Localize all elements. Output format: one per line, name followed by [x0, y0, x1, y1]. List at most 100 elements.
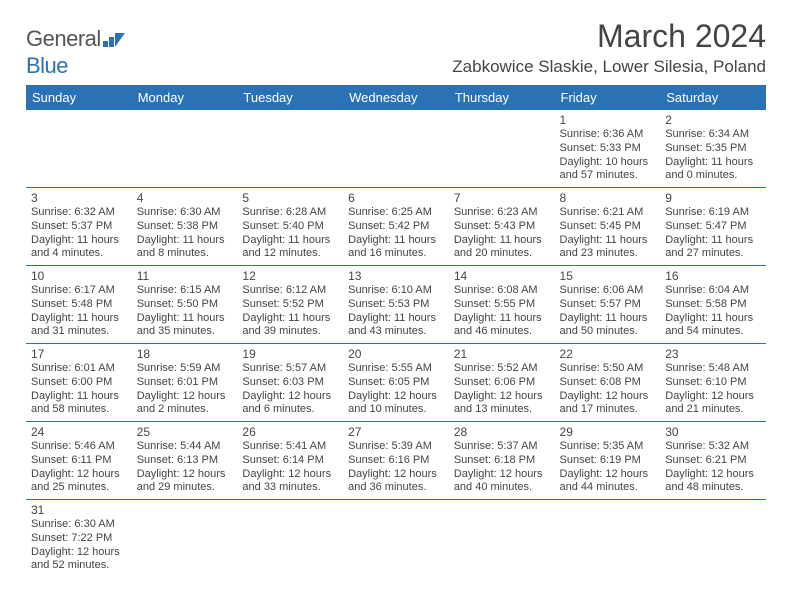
cell-sunset: Sunset: 6:00 PM	[31, 376, 127, 390]
cell-sunrise: Sunrise: 6:21 AM	[560, 206, 656, 220]
day-number: 10	[31, 269, 127, 283]
day-cell: 13Sunrise: 6:10 AMSunset: 5:53 PMDayligh…	[343, 266, 449, 344]
day-number: 26	[242, 425, 338, 439]
cell-day2: and 2 minutes.	[137, 403, 233, 417]
header: GeneralBlue March 2024 Zabkowice Slaskie…	[26, 18, 766, 79]
cell-sunset: Sunset: 6:21 PM	[665, 454, 761, 468]
cell-day1: Daylight: 11 hours	[665, 234, 761, 248]
cell-day2: and 48 minutes.	[665, 481, 761, 495]
logo: GeneralBlue	[26, 26, 126, 79]
cell-day2: and 31 minutes.	[31, 325, 127, 339]
day-cell: 8Sunrise: 6:21 AMSunset: 5:45 PMDaylight…	[555, 188, 661, 266]
day-cell: 20Sunrise: 5:55 AMSunset: 6:05 PMDayligh…	[343, 344, 449, 422]
cell-sunset: Sunset: 6:13 PM	[137, 454, 233, 468]
col-sunday: Sunday	[26, 85, 132, 110]
day-cell: 3Sunrise: 6:32 AMSunset: 5:37 PMDaylight…	[26, 188, 132, 266]
cell-sunset: Sunset: 5:53 PM	[348, 298, 444, 312]
cell-day1: Daylight: 11 hours	[31, 390, 127, 404]
cell-day2: and 43 minutes.	[348, 325, 444, 339]
cell-day2: and 23 minutes.	[560, 247, 656, 261]
day-number: 5	[242, 191, 338, 205]
week-row: 31Sunrise: 6:30 AMSunset: 7:22 PMDayligh…	[26, 500, 766, 578]
day-cell: 30Sunrise: 5:32 AMSunset: 6:21 PMDayligh…	[660, 422, 766, 500]
cell-sunrise: Sunrise: 6:23 AM	[454, 206, 550, 220]
day-number: 16	[665, 269, 761, 283]
day-cell: 12Sunrise: 6:12 AMSunset: 5:52 PMDayligh…	[237, 266, 343, 344]
day-cell: 22Sunrise: 5:50 AMSunset: 6:08 PMDayligh…	[555, 344, 661, 422]
cell-day2: and 21 minutes.	[665, 403, 761, 417]
col-friday: Friday	[555, 85, 661, 110]
cell-day1: Daylight: 12 hours	[348, 390, 444, 404]
cell-day2: and 57 minutes.	[560, 169, 656, 183]
day-cell	[660, 500, 766, 578]
cell-sunrise: Sunrise: 6:25 AM	[348, 206, 444, 220]
day-cell: 4Sunrise: 6:30 AMSunset: 5:38 PMDaylight…	[132, 188, 238, 266]
week-row: 1Sunrise: 6:36 AMSunset: 5:33 PMDaylight…	[26, 110, 766, 188]
cell-day2: and 8 minutes.	[137, 247, 233, 261]
day-cell: 14Sunrise: 6:08 AMSunset: 5:55 PMDayligh…	[449, 266, 555, 344]
day-number: 30	[665, 425, 761, 439]
cell-sunset: Sunset: 5:40 PM	[242, 220, 338, 234]
title-block: March 2024 Zabkowice Slaskie, Lower Sile…	[452, 18, 766, 77]
week-row: 17Sunrise: 6:01 AMSunset: 6:00 PMDayligh…	[26, 344, 766, 422]
cell-sunset: Sunset: 5:37 PM	[31, 220, 127, 234]
cell-sunrise: Sunrise: 6:10 AM	[348, 284, 444, 298]
cell-sunset: Sunset: 6:16 PM	[348, 454, 444, 468]
cell-day2: and 20 minutes.	[454, 247, 550, 261]
day-cell	[343, 110, 449, 188]
day-cell: 27Sunrise: 5:39 AMSunset: 6:16 PMDayligh…	[343, 422, 449, 500]
day-cell	[237, 500, 343, 578]
cell-sunset: Sunset: 6:01 PM	[137, 376, 233, 390]
day-number: 31	[31, 503, 127, 517]
cell-sunset: Sunset: 6:08 PM	[560, 376, 656, 390]
cell-day2: and 17 minutes.	[560, 403, 656, 417]
cell-day1: Daylight: 12 hours	[665, 390, 761, 404]
cell-day2: and 25 minutes.	[31, 481, 127, 495]
cell-day1: Daylight: 11 hours	[454, 234, 550, 248]
cell-sunrise: Sunrise: 6:36 AM	[560, 128, 656, 142]
cell-day1: Daylight: 11 hours	[137, 312, 233, 326]
cell-sunrise: Sunrise: 5:52 AM	[454, 362, 550, 376]
cell-day1: Daylight: 10 hours	[560, 156, 656, 170]
cell-day2: and 12 minutes.	[242, 247, 338, 261]
day-cell: 26Sunrise: 5:41 AMSunset: 6:14 PMDayligh…	[237, 422, 343, 500]
cell-day2: and 16 minutes.	[348, 247, 444, 261]
day-cell: 23Sunrise: 5:48 AMSunset: 6:10 PMDayligh…	[660, 344, 766, 422]
cell-day1: Daylight: 12 hours	[454, 468, 550, 482]
cell-sunrise: Sunrise: 6:30 AM	[137, 206, 233, 220]
cell-day1: Daylight: 11 hours	[348, 234, 444, 248]
cell-day1: Daylight: 12 hours	[137, 390, 233, 404]
cell-day1: Daylight: 11 hours	[560, 234, 656, 248]
day-number: 19	[242, 347, 338, 361]
cell-sunrise: Sunrise: 6:17 AM	[31, 284, 127, 298]
location: Zabkowice Slaskie, Lower Silesia, Poland	[452, 57, 766, 77]
cell-day2: and 46 minutes.	[454, 325, 550, 339]
cell-sunrise: Sunrise: 6:04 AM	[665, 284, 761, 298]
logo-text: GeneralBlue	[26, 26, 126, 79]
col-wednesday: Wednesday	[343, 85, 449, 110]
cell-sunset: Sunset: 5:35 PM	[665, 142, 761, 156]
col-tuesday: Tuesday	[237, 85, 343, 110]
day-number: 2	[665, 113, 761, 127]
cell-sunrise: Sunrise: 5:46 AM	[31, 440, 127, 454]
day-cell: 16Sunrise: 6:04 AMSunset: 5:58 PMDayligh…	[660, 266, 766, 344]
logo-word-2: Blue	[26, 53, 68, 78]
cell-sunrise: Sunrise: 5:57 AM	[242, 362, 338, 376]
week-row: 3Sunrise: 6:32 AMSunset: 5:37 PMDaylight…	[26, 188, 766, 266]
cell-day2: and 36 minutes.	[348, 481, 444, 495]
day-number: 3	[31, 191, 127, 205]
day-number: 14	[454, 269, 550, 283]
cell-day1: Daylight: 11 hours	[665, 312, 761, 326]
day-cell: 17Sunrise: 6:01 AMSunset: 6:00 PMDayligh…	[26, 344, 132, 422]
day-cell: 9Sunrise: 6:19 AMSunset: 5:47 PMDaylight…	[660, 188, 766, 266]
day-number: 8	[560, 191, 656, 205]
cell-day1: Daylight: 11 hours	[560, 312, 656, 326]
cell-sunrise: Sunrise: 6:19 AM	[665, 206, 761, 220]
day-cell: 29Sunrise: 5:35 AMSunset: 6:19 PMDayligh…	[555, 422, 661, 500]
day-number: 7	[454, 191, 550, 205]
cell-sunset: Sunset: 5:50 PM	[137, 298, 233, 312]
cell-day2: and 0 minutes.	[665, 169, 761, 183]
cell-day2: and 29 minutes.	[137, 481, 233, 495]
day-number: 9	[665, 191, 761, 205]
cell-sunrise: Sunrise: 6:28 AM	[242, 206, 338, 220]
